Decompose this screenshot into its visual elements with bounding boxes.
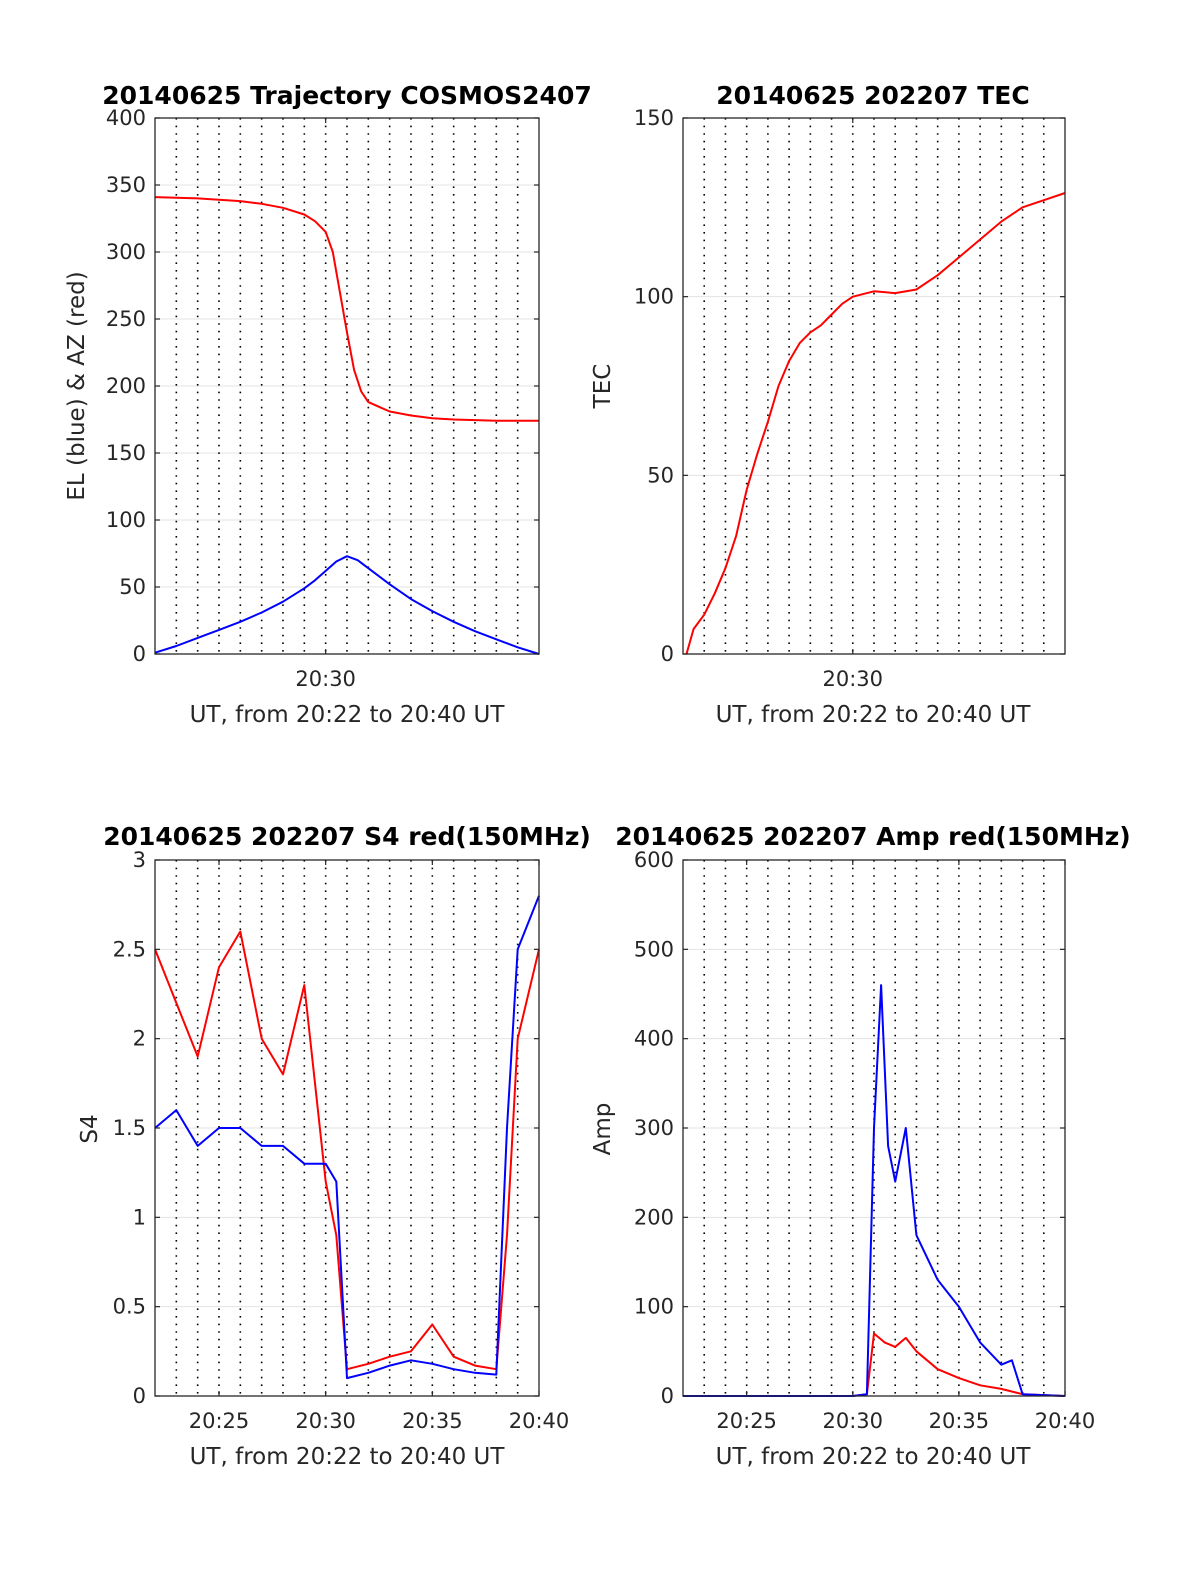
y-tick-label: 500 [634, 937, 674, 961]
series-line-1 [154, 895, 540, 1380]
series-line-1 [683, 984, 1066, 1397]
y-tick-label: 1 [133, 1205, 146, 1229]
y-axis-label: Amp [590, 1103, 616, 1156]
y-tick-label: 400 [634, 1027, 674, 1051]
x-axis-label: UT, from 20:22 to 20:40 UT [716, 702, 1032, 728]
y-tick-label: 3 [133, 848, 146, 872]
s4-panel: 20140625 202207 S4 red(150MHz) UT, from … [77, 822, 591, 1470]
series-line-0 [154, 196, 539, 422]
series-line-1 [154, 555, 540, 655]
y-tick-label: 1.5 [113, 1116, 146, 1140]
x-tick-label: 20:35 [929, 1409, 990, 1433]
y-tick-label: 50 [647, 463, 674, 487]
panel-title: 20140625 202207 TEC [716, 81, 1029, 110]
series-line-0 [683, 1332, 1066, 1397]
panel-title: 20140625 202207 S4 red(150MHz) [103, 822, 591, 851]
y-tick-label: 200 [106, 374, 146, 398]
x-tick-label: 20:25 [716, 1409, 777, 1433]
y-tick-label: 50 [119, 575, 146, 599]
y-axis-label: EL (blue) & AZ (red) [64, 271, 90, 500]
y-tick-label: 2.5 [113, 937, 146, 961]
x-axis-label: UT, from 20:22 to 20:40 UT [190, 702, 506, 728]
y-tick-label: 0 [661, 1384, 674, 1408]
x-axis-label: UT, from 20:22 to 20:40 UT [190, 1444, 506, 1470]
y-tick-label: 100 [634, 1295, 674, 1319]
x-tick-label: 20:30 [295, 1409, 356, 1433]
y-tick-label: 200 [634, 1205, 674, 1229]
panel-title: 20140625 Trajectory COSMOS2407 [102, 81, 592, 110]
x-tick-label: 20:40 [1035, 1409, 1096, 1433]
x-tick-label: 20:35 [402, 1409, 463, 1433]
y-tick-label: 300 [106, 240, 146, 264]
axes-frame [682, 117, 1066, 655]
amp-panel: 20140625 202207 Amp red(150MHz) UT, from… [590, 822, 1131, 1470]
y-tick-label: 300 [634, 1116, 674, 1140]
y-tick-label: 100 [106, 508, 146, 532]
y-tick-label: 400 [106, 106, 146, 130]
y-tick-label: 0 [133, 1384, 146, 1408]
y-tick-label: 600 [634, 848, 674, 872]
trajectory-panel: 20140625 Trajectory COSMOS2407 UT, from … [64, 81, 592, 728]
x-tick-label: 20:25 [189, 1409, 250, 1433]
x-tick-label: 20:40 [509, 1409, 570, 1433]
y-tick-label: 150 [634, 106, 674, 130]
x-axis-label: UT, from 20:22 to 20:40 UT [716, 1444, 1032, 1470]
panel-title: 20140625 202207 Amp red(150MHz) [615, 822, 1131, 851]
x-tick-label: 20:30 [823, 1409, 884, 1433]
y-axis-label: S4 [77, 1114, 103, 1143]
y-tick-label: 350 [106, 173, 146, 197]
x-tick-label: 20:30 [823, 667, 884, 691]
y-tick-label: 0 [661, 642, 674, 666]
tec-panel: 20140625 202207 TEC UT, from 20:22 to 20… [590, 81, 1066, 728]
y-axis-label: TEC [590, 364, 616, 410]
x-tick-label: 20:30 [295, 667, 356, 691]
y-tick-label: 250 [106, 307, 146, 331]
y-tick-label: 0.5 [113, 1295, 146, 1319]
y-tick-label: 0 [133, 642, 146, 666]
series-line-0 [685, 192, 1066, 655]
y-tick-label: 150 [106, 441, 146, 465]
y-tick-label: 100 [634, 285, 674, 309]
y-tick-label: 2 [133, 1027, 146, 1051]
